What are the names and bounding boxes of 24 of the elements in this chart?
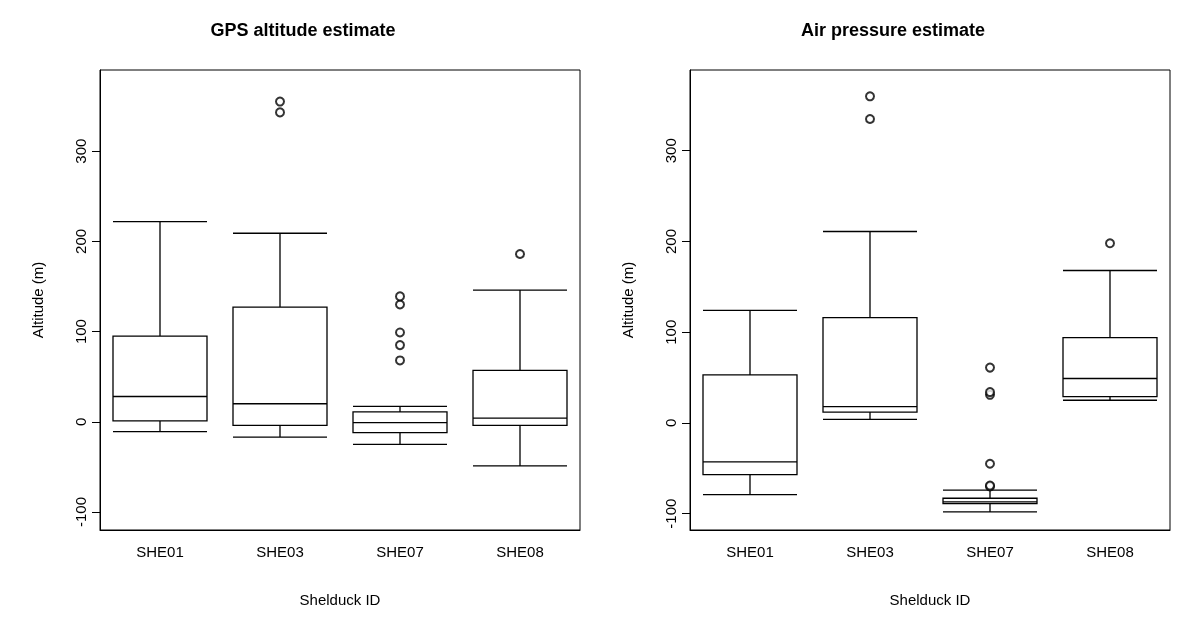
- chart-title: GPS altitude estimate: [210, 20, 396, 40]
- y-axis-title: Altitude (m): [29, 261, 46, 339]
- x-tick-label: SHE07: [376, 543, 424, 560]
- x-tick-label: SHE03: [256, 543, 304, 560]
- x-axis-title: Shelduck ID: [299, 591, 381, 608]
- y-tick-label: 0: [72, 417, 89, 426]
- x-tick-label: SHE01: [726, 543, 774, 560]
- y-tick-label: 300: [662, 138, 679, 164]
- y-tick-label: 300: [72, 138, 89, 164]
- x-tick-label: SHE08: [1086, 543, 1134, 560]
- y-tick-label: -100: [72, 496, 89, 527]
- x-tick-label: SHE07: [966, 543, 1014, 560]
- y-tick-label: 100: [662, 319, 679, 345]
- x-tick-label: SHE01: [136, 543, 184, 560]
- y-tick-label: -100: [662, 498, 679, 529]
- x-axis-title: Shelduck ID: [889, 591, 971, 608]
- y-axis-title: Altitude (m): [619, 261, 636, 339]
- y-tick-label: 0: [662, 418, 679, 428]
- x-tick-label: SHE08: [496, 543, 544, 560]
- y-tick-label: 200: [72, 228, 89, 254]
- y-tick-label: 200: [662, 228, 679, 254]
- x-tick-label: SHE03: [846, 543, 894, 560]
- chart-title: Air pressure estimate: [800, 20, 986, 40]
- y-tick-label: 100: [72, 319, 89, 345]
